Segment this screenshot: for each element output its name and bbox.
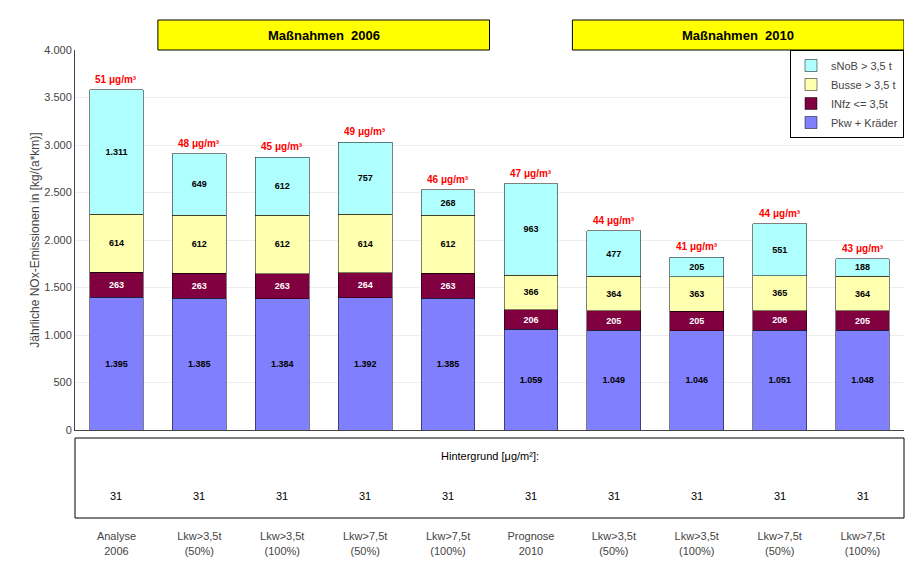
svg-text:1.049: 1.049: [603, 375, 626, 385]
svg-text:364: 364: [855, 289, 870, 299]
svg-text:45 μg/m³: 45 μg/m³: [261, 141, 303, 152]
svg-text:477: 477: [606, 249, 621, 259]
svg-text:31: 31: [525, 490, 537, 502]
svg-text:sNoB > 3,5 t: sNoB > 3,5 t: [831, 60, 892, 72]
svg-text:47 μg/m³: 47 μg/m³: [510, 168, 552, 179]
svg-text:31: 31: [442, 490, 454, 502]
svg-text:206: 206: [523, 315, 538, 325]
svg-text:31: 31: [691, 490, 703, 502]
svg-text:206: 206: [772, 315, 787, 325]
svg-text:363: 363: [689, 289, 704, 299]
svg-text:366: 366: [523, 287, 538, 297]
svg-text:31: 31: [276, 490, 288, 502]
svg-text:1.385: 1.385: [437, 359, 460, 369]
svg-text:1.395: 1.395: [105, 359, 128, 369]
svg-text:1.385: 1.385: [188, 359, 211, 369]
svg-text:Lkw>7,5t(100%): Lkw>7,5t(100%): [426, 530, 470, 556]
svg-text:263: 263: [192, 281, 207, 291]
svg-text:263: 263: [275, 281, 290, 291]
svg-text:31: 31: [857, 490, 869, 502]
svg-text:44 μg/m³: 44 μg/m³: [593, 215, 635, 226]
svg-text:1.311: 1.311: [105, 147, 127, 157]
svg-text:1.000: 1.000: [44, 329, 72, 341]
svg-text:264: 264: [358, 280, 373, 290]
svg-text:1.500: 1.500: [44, 281, 72, 293]
svg-text:Maßnahmen 2010: Maßnahmen 2010: [682, 28, 794, 43]
svg-text:614: 614: [358, 239, 373, 249]
svg-text:Lkw>7,5t(100%): Lkw>7,5t(100%): [840, 530, 884, 556]
svg-text:1.392: 1.392: [354, 359, 377, 369]
svg-text:Pkw + Kräder: Pkw + Kräder: [831, 117, 898, 129]
svg-text:Lkw>3,5t(50%): Lkw>3,5t(50%): [177, 530, 221, 556]
svg-text:263: 263: [109, 280, 124, 290]
svg-text:41 μg/m³: 41 μg/m³: [676, 241, 718, 252]
svg-text:1.048: 1.048: [851, 375, 874, 385]
svg-text:Lkw>3,5t(100%): Lkw>3,5t(100%): [675, 530, 719, 556]
svg-text:3.500: 3.500: [44, 91, 72, 103]
svg-text:31: 31: [110, 490, 122, 502]
svg-text:Lkw>7,5t(50%): Lkw>7,5t(50%): [343, 530, 387, 556]
svg-text:Busse > 3,5 t: Busse > 3,5 t: [831, 79, 896, 91]
svg-text:612: 612: [192, 239, 207, 249]
svg-text:51 μg/m³: 51 μg/m³: [95, 74, 137, 85]
svg-text:205: 205: [855, 316, 870, 326]
svg-text:205: 205: [606, 316, 621, 326]
svg-text:364: 364: [606, 289, 621, 299]
svg-text:268: 268: [441, 198, 456, 208]
svg-text:3.000: 3.000: [44, 139, 72, 151]
svg-text:Analyse2006: Analyse2006: [97, 530, 136, 556]
svg-text:551: 551: [772, 245, 787, 255]
svg-text:614: 614: [109, 238, 124, 248]
svg-text:612: 612: [275, 239, 290, 249]
svg-text:2.000: 2.000: [44, 234, 72, 246]
svg-text:205: 205: [689, 316, 704, 326]
svg-text:1.059: 1.059: [520, 375, 543, 385]
svg-text:612: 612: [441, 239, 456, 249]
svg-text:31: 31: [359, 490, 371, 502]
svg-text:48 μg/m³: 48 μg/m³: [178, 138, 220, 149]
svg-text:Jährliche NOx-Emissionen in [k: Jährliche NOx-Emissionen in [kg/(a*km)]: [28, 132, 42, 347]
svg-text:31: 31: [193, 490, 205, 502]
svg-text:43 μg/m³: 43 μg/m³: [842, 243, 884, 254]
svg-text:263: 263: [441, 281, 456, 291]
svg-text:31: 31: [774, 490, 786, 502]
svg-text:0: 0: [66, 424, 72, 436]
svg-text:649: 649: [192, 179, 207, 189]
svg-text:31: 31: [608, 490, 620, 502]
svg-text:2.500: 2.500: [44, 186, 72, 198]
svg-text:500: 500: [53, 376, 71, 388]
svg-text:205: 205: [689, 262, 704, 272]
svg-text:1.384: 1.384: [271, 359, 294, 369]
svg-text:Hintergrund [μg/m²]:: Hintergrund [μg/m²]:: [441, 450, 539, 462]
svg-text:44 μg/m³: 44 μg/m³: [759, 208, 801, 219]
svg-text:Lkw>3,5t(50%): Lkw>3,5t(50%): [592, 530, 636, 556]
svg-text:612: 612: [275, 181, 290, 191]
svg-text:Lkw>7,5t(50%): Lkw>7,5t(50%): [757, 530, 801, 556]
svg-text:365: 365: [772, 288, 787, 298]
svg-text:757: 757: [358, 173, 373, 183]
svg-text:Lkw>3,5t(100%): Lkw>3,5t(100%): [260, 530, 304, 556]
svg-text:188: 188: [855, 262, 870, 272]
svg-text:1.051: 1.051: [768, 375, 791, 385]
svg-text:49 μg/m³: 49 μg/m³: [344, 126, 386, 137]
svg-text:Maßnahmen 2006: Maßnahmen 2006: [268, 28, 380, 43]
svg-text:46 μg/m³: 46 μg/m³: [427, 174, 469, 185]
svg-text:INfz <= 3,5t: INfz <= 3,5t: [831, 98, 888, 110]
svg-text:4.000: 4.000: [44, 44, 72, 56]
svg-text:1.046: 1.046: [685, 375, 708, 385]
svg-text:Prognose2010: Prognose2010: [507, 530, 554, 556]
svg-text:963: 963: [523, 224, 538, 234]
